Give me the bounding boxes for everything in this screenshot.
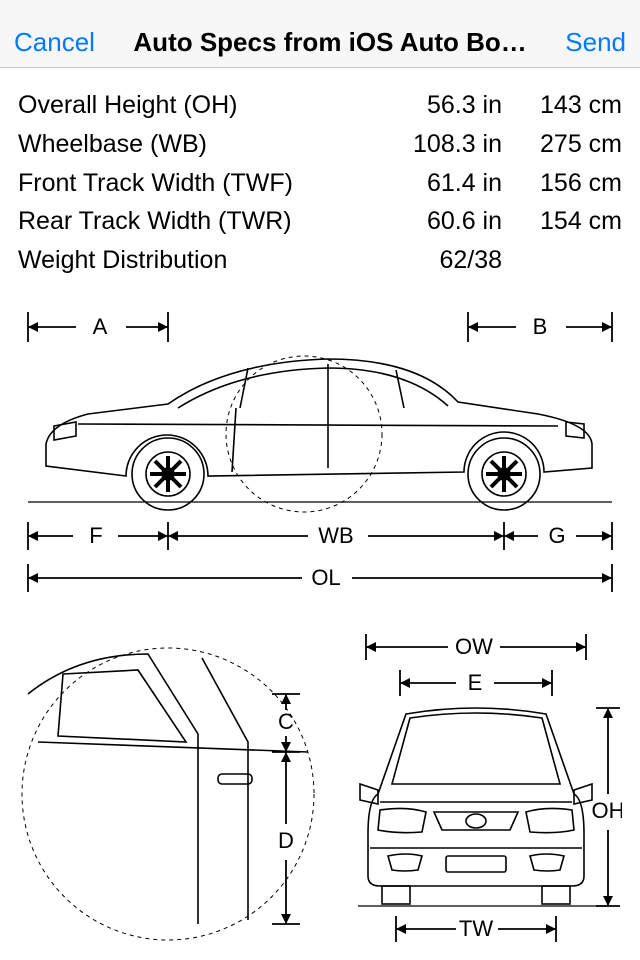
spec-row: Overall Height (OH) 56.3 in 143 cm	[18, 86, 622, 125]
spec-inches: 108.3 in	[372, 125, 502, 164]
spec-label: Overall Height (OH)	[18, 86, 372, 125]
dim-label-TW: TW	[459, 916, 493, 941]
spec-cm: 156 cm	[502, 164, 622, 203]
spec-cm: 143 cm	[502, 86, 622, 125]
spec-row: Weight Distribution 62/38	[18, 241, 622, 280]
side-top-dimensions: A B	[28, 312, 612, 342]
spec-label: Wheelbase (WB)	[18, 125, 372, 164]
car-side-view	[28, 356, 612, 512]
dim-label-OL: OL	[311, 565, 340, 590]
dim-label-E: E	[468, 670, 483, 695]
spec-cm	[502, 241, 622, 280]
diagram-container: A B	[18, 304, 622, 949]
dim-label-D: D	[278, 828, 294, 853]
spec-cm: 154 cm	[502, 202, 622, 241]
content: Overall Height (OH) 56.3 in 143 cm Wheel…	[0, 68, 640, 949]
dim-label-OW: OW	[455, 634, 493, 659]
car-diagram-svg: A B	[18, 304, 622, 944]
send-button[interactable]: Send	[565, 27, 626, 58]
dim-label-G: G	[548, 523, 565, 548]
dim-label-B: B	[533, 314, 548, 339]
spec-label: Weight Distribution	[18, 241, 372, 280]
spec-inches: 62/38	[372, 241, 502, 280]
dim-label-WB: WB	[318, 523, 353, 548]
page-title: Auto Specs from iOS Auto Bo…	[95, 27, 565, 58]
navbar: Cancel Auto Specs from iOS Auto Bo… Send	[0, 0, 640, 68]
dim-label-F: F	[89, 523, 102, 548]
car-front-view: OW E	[358, 634, 622, 942]
spec-inches: 56.3 in	[372, 86, 502, 125]
spec-row: Front Track Width (TWF) 61.4 in 156 cm	[18, 164, 622, 203]
spec-label: Front Track Width (TWF)	[18, 164, 372, 203]
spec-table: Overall Height (OH) 56.3 in 143 cm Wheel…	[18, 86, 622, 280]
spec-inches: 61.4 in	[372, 164, 502, 203]
side-ol-dimension: OL	[28, 564, 612, 592]
spec-inches: 60.6 in	[372, 202, 502, 241]
dim-label-A: A	[93, 314, 108, 339]
spec-row: Rear Track Width (TWR) 60.6 in 154 cm	[18, 202, 622, 241]
side-mid-dimensions: F WB G	[28, 522, 612, 550]
spec-cm: 275 cm	[502, 125, 622, 164]
door-detail-view: C D	[22, 648, 314, 940]
spec-row: Wheelbase (WB) 108.3 in 275 cm	[18, 125, 622, 164]
cancel-button[interactable]: Cancel	[14, 27, 95, 58]
dim-label-C: C	[278, 709, 294, 734]
spec-label: Rear Track Width (TWR)	[18, 202, 372, 241]
dim-label-OH: OH	[592, 798, 623, 823]
